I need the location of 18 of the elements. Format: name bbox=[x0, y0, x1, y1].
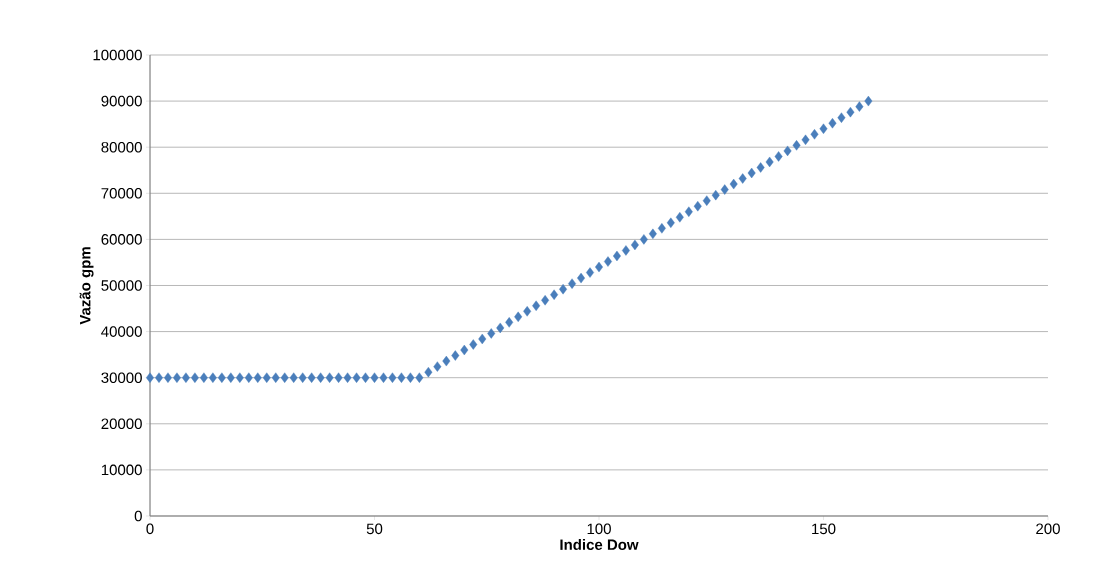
y-tick-label: 20000 bbox=[101, 418, 142, 430]
y-tick-label: 30000 bbox=[101, 372, 142, 383]
x-tick-label: 100 bbox=[587, 523, 611, 535]
y-tick-label: 60000 bbox=[101, 234, 142, 245]
y-tick-label: 10000 bbox=[101, 464, 142, 476]
y-tick-label: 80000 bbox=[101, 141, 142, 153]
y-axis-title: Vazão gpm bbox=[79, 247, 94, 325]
x-tick-label: 150 bbox=[812, 523, 836, 535]
y-tick-label: 50000 bbox=[101, 280, 142, 291]
y-tick-label: 90000 bbox=[101, 95, 142, 107]
y-tick-label: 40000 bbox=[101, 326, 142, 337]
y-tick-label: 70000 bbox=[101, 187, 142, 199]
x-tick-label: 50 bbox=[366, 523, 383, 535]
y-tick-label: 100000 bbox=[93, 49, 142, 61]
y-tick-label: 0 bbox=[134, 510, 142, 522]
x-axis-title: Indice Dow bbox=[560, 539, 639, 551]
x-tick-label: 0 bbox=[146, 523, 154, 535]
x-tick-label: 200 bbox=[1036, 523, 1060, 535]
